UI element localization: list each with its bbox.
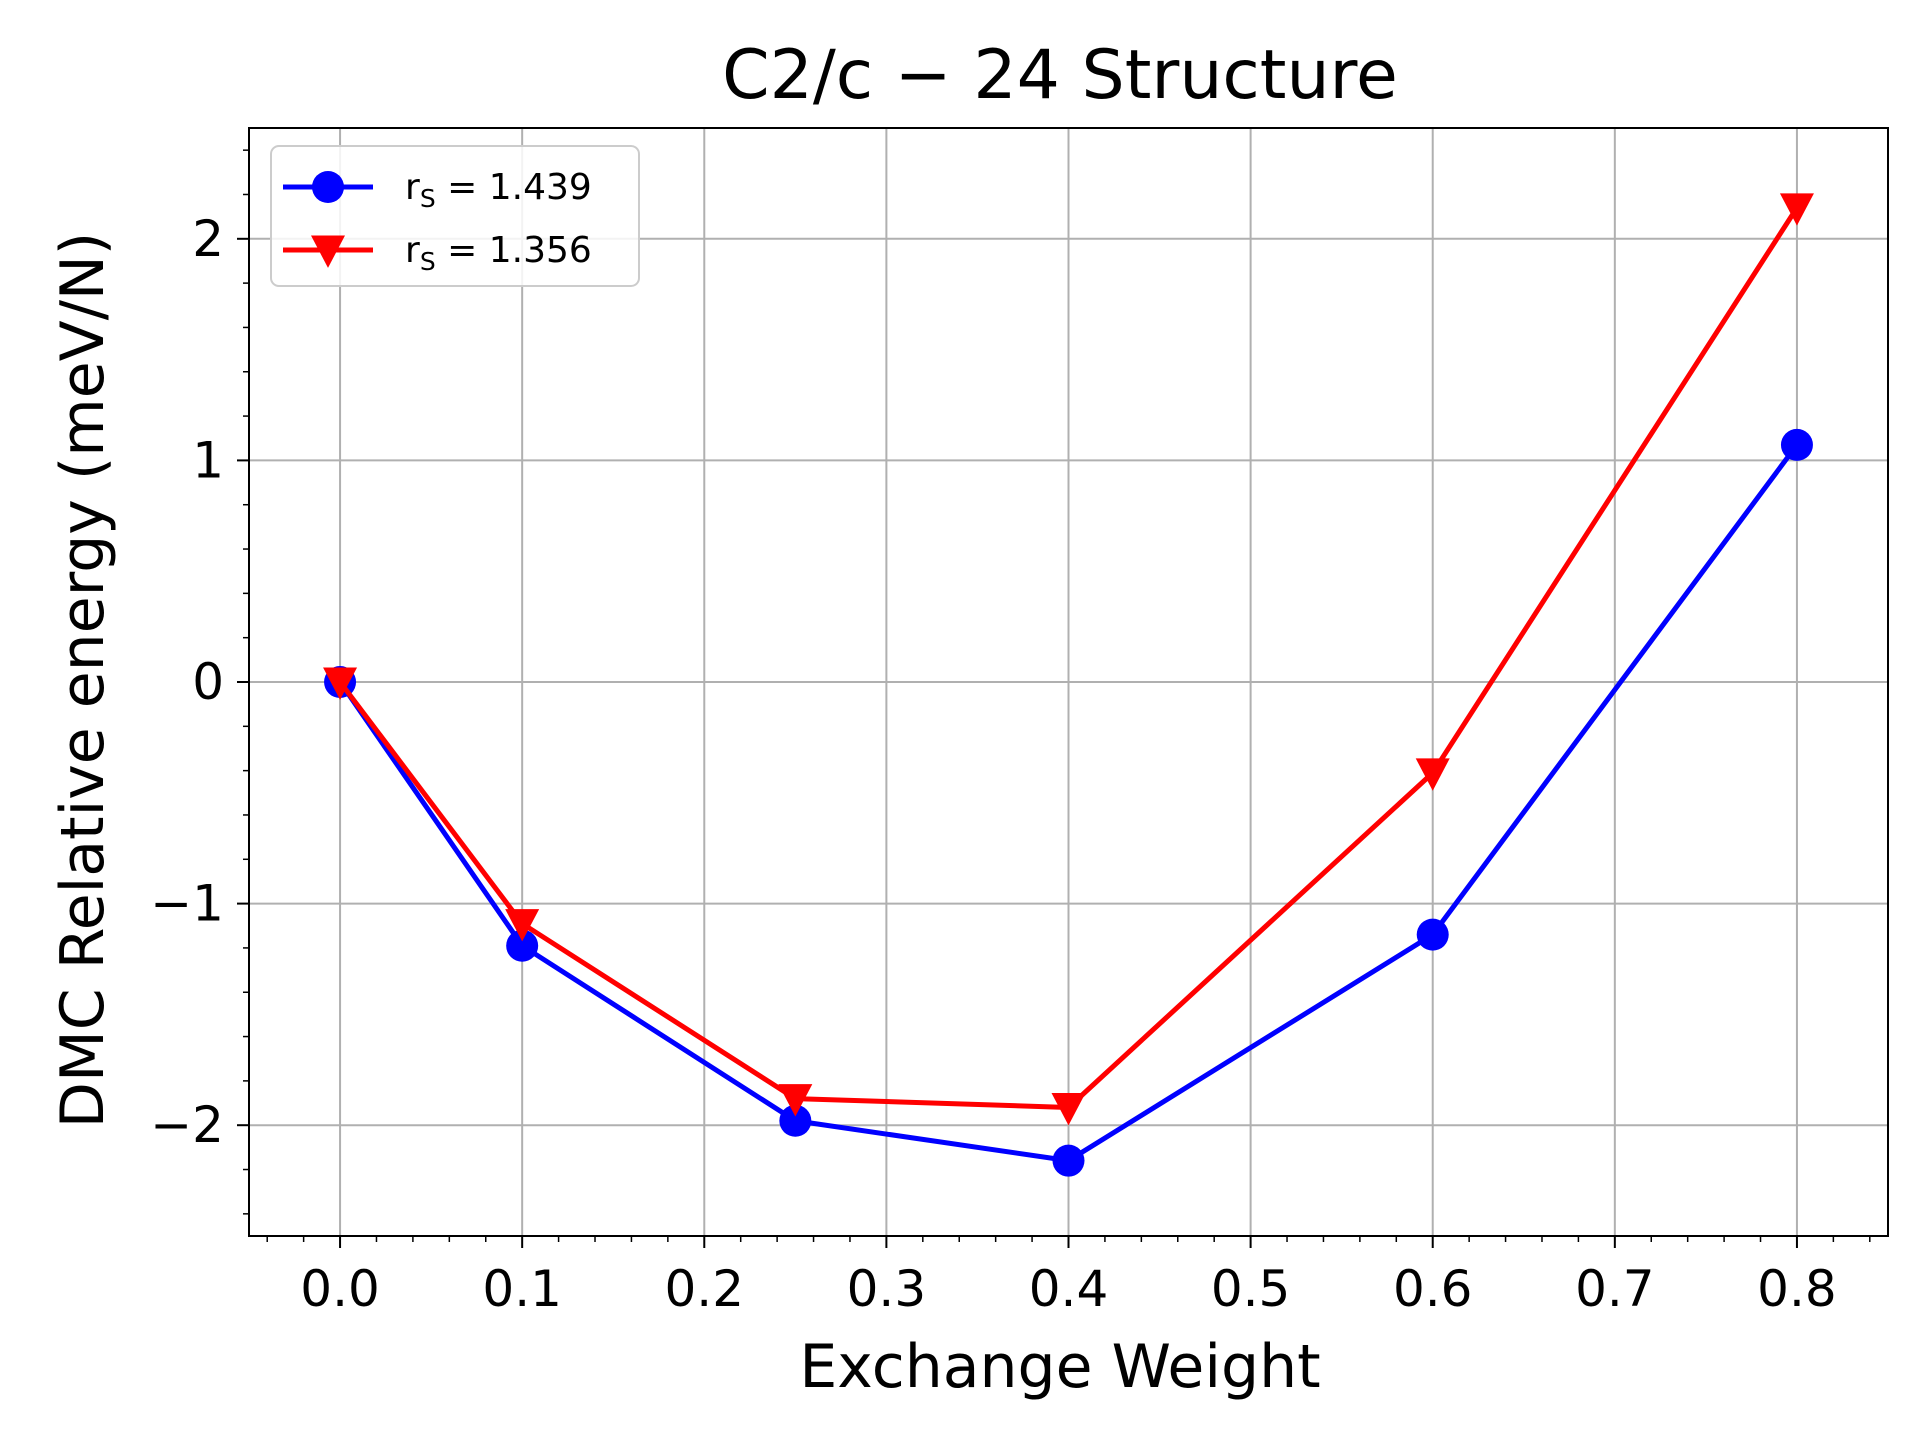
- x-tick-label: 0.4: [1029, 1260, 1109, 1318]
- y-tick-label: 0: [192, 653, 224, 711]
- chart-title: C2/c − 24 Structure: [722, 36, 1398, 115]
- data-point: [505, 909, 540, 942]
- x-tick-label: 0.0: [300, 1260, 380, 1318]
- legend-entry: rS = 1.439: [283, 167, 592, 213]
- data-point: [1052, 1144, 1085, 1177]
- data-point: [779, 1104, 812, 1137]
- legend-marker: [312, 171, 344, 203]
- x-axis-label: Exchange Weight: [799, 1332, 1320, 1402]
- data-point: [1415, 758, 1450, 791]
- legend-marker: [311, 235, 345, 268]
- y-axis-label: DMC Relative energy (meV/N): [48, 232, 118, 1128]
- data-point: [778, 1084, 813, 1117]
- x-tick-label: 0.7: [1575, 1260, 1655, 1318]
- x-tick-label: 0.1: [482, 1260, 562, 1318]
- x-tick-label: 0.2: [665, 1260, 745, 1318]
- legend-label: rS = 1.439: [405, 167, 592, 213]
- data-point: [1051, 1093, 1086, 1126]
- series-2: [323, 193, 1814, 1126]
- x-tick-label: 0.3: [847, 1260, 927, 1318]
- data-point: [323, 667, 358, 700]
- data-point: [1416, 918, 1449, 951]
- legend-entry: rS = 1.356: [283, 230, 592, 276]
- y-tick-label: 1: [192, 431, 224, 489]
- data-point: [1779, 193, 1814, 226]
- y-tick-label: −1: [150, 875, 224, 933]
- series-line: [338, 206, 1800, 1110]
- x-tick-label: 0.8: [1757, 1260, 1837, 1318]
- series-line: [337, 443, 1799, 1164]
- legend-label: rS = 1.356: [405, 230, 592, 276]
- x-tick-label: 0.5: [1211, 1260, 1291, 1318]
- x-tick-label: 0.6: [1393, 1260, 1473, 1318]
- data-point: [1780, 428, 1813, 461]
- data-point: [506, 929, 539, 962]
- legend: rS = 1.439 rS = 1.356: [270, 145, 640, 287]
- y-tick-label: 2: [192, 210, 224, 268]
- axis-ticks: 0.0 0.1 0.2 0.3 0.4 0.5 0.6 0.7 0.8 −2 −1 0 1 2: [150, 149, 1871, 1318]
- plot-series: [323, 193, 1814, 1177]
- y-tick-label: −2: [150, 1096, 224, 1154]
